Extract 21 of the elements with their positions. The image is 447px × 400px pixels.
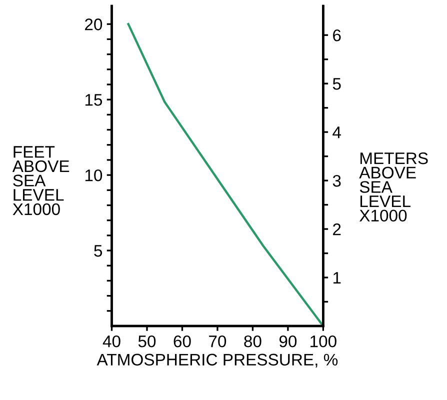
y-tick-label: 5 bbox=[94, 245, 102, 257]
y-axis-title: FEET ABOVE SEA LEVEL X1000 bbox=[12, 146, 70, 216]
y2-tick-label: 6 bbox=[333, 29, 341, 42]
x-tick-label: 40 bbox=[102, 335, 120, 348]
y2-tick-label: 1 bbox=[333, 272, 341, 284]
y2-tick-label: 5 bbox=[332, 78, 341, 90]
x-tick-label: 60 bbox=[174, 335, 191, 348]
x-tick-label: 80 bbox=[244, 335, 262, 348]
y-tick-label: 20 bbox=[85, 18, 102, 30]
x-tick-label: 70 bbox=[209, 335, 226, 348]
x-tick-label: 100 bbox=[310, 335, 336, 348]
x-tick-label: 50 bbox=[138, 335, 156, 348]
y-tick-label: 15 bbox=[85, 94, 102, 106]
y2-tick-label: 2 bbox=[333, 223, 341, 236]
line-series bbox=[127, 23, 324, 326]
y2-tick-label: 3 bbox=[332, 174, 341, 187]
y2-axis-title: METERS ABOVE SEA LEVEL X1000 bbox=[359, 152, 428, 222]
x-axis-title: ATMOSPHERIC PRESSURE, % bbox=[96, 354, 338, 368]
x-tick-label: 90 bbox=[279, 335, 297, 348]
y-tick-label: 10 bbox=[85, 169, 102, 182]
y2-tick-label: 4 bbox=[332, 126, 341, 138]
